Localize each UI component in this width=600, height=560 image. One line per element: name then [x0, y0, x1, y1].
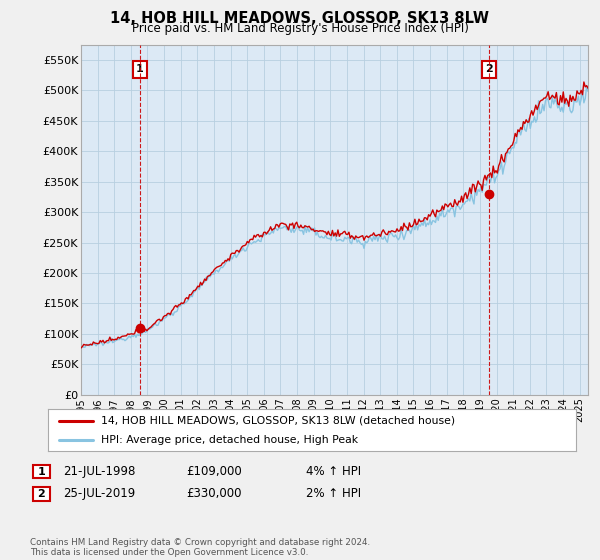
Text: 2: 2: [38, 489, 45, 499]
Text: 1: 1: [38, 466, 45, 477]
Text: 1: 1: [136, 64, 144, 74]
Text: 4% ↑ HPI: 4% ↑ HPI: [306, 465, 361, 478]
Text: 25-JUL-2019: 25-JUL-2019: [63, 487, 135, 501]
Text: 14, HOB HILL MEADOWS, GLOSSOP, SK13 8LW (detached house): 14, HOB HILL MEADOWS, GLOSSOP, SK13 8LW …: [101, 416, 455, 426]
Text: 2: 2: [485, 64, 493, 74]
Text: Price paid vs. HM Land Registry's House Price Index (HPI): Price paid vs. HM Land Registry's House …: [131, 22, 469, 35]
Text: Contains HM Land Registry data © Crown copyright and database right 2024.
This d: Contains HM Land Registry data © Crown c…: [30, 538, 370, 557]
Text: 14, HOB HILL MEADOWS, GLOSSOP, SK13 8LW: 14, HOB HILL MEADOWS, GLOSSOP, SK13 8LW: [110, 11, 490, 26]
Text: £330,000: £330,000: [186, 487, 241, 501]
Text: £109,000: £109,000: [186, 465, 242, 478]
Text: HPI: Average price, detached house, High Peak: HPI: Average price, detached house, High…: [101, 435, 358, 445]
Text: 21-JUL-1998: 21-JUL-1998: [63, 465, 136, 478]
Text: 2% ↑ HPI: 2% ↑ HPI: [306, 487, 361, 501]
